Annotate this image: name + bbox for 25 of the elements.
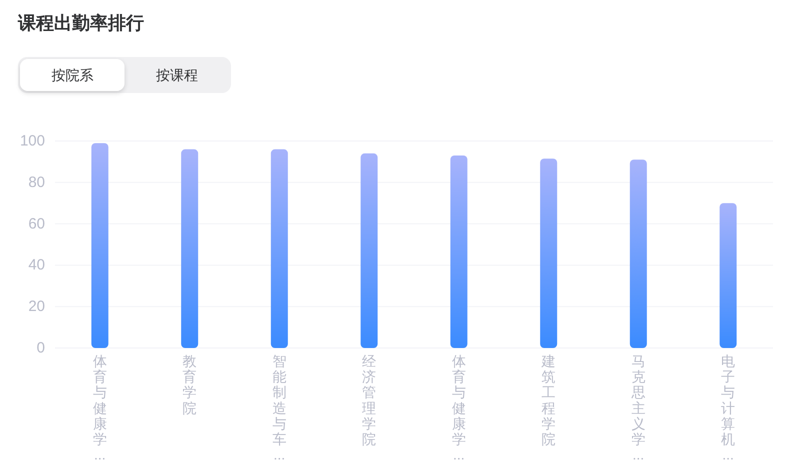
bar: [630, 160, 647, 348]
bar: [360, 153, 378, 348]
tab-label: 按课程: [156, 67, 198, 83]
x-tick-label: 电子与计算机...: [721, 353, 736, 463]
y-tick-label: 40: [28, 256, 45, 274]
x-tick-label: 马克思主义学...: [630, 353, 646, 463]
y-tick-label: 100: [20, 132, 45, 150]
x-tick-label: 经济管理学院: [362, 353, 376, 447]
bar: [540, 158, 558, 348]
bar: [181, 149, 198, 348]
y-tick-label: 80: [28, 174, 45, 191]
chart-title: 课程出勤率排行: [17, 13, 144, 33]
bar: [720, 203, 737, 348]
tab-selected: 按院系: [20, 59, 124, 91]
x-tick-label: 体育与健康学...: [452, 353, 466, 463]
bar: [450, 155, 468, 348]
bar: [91, 143, 108, 348]
x-tick-label: 教育学院: [182, 353, 197, 416]
y-tick-label: 20: [28, 298, 45, 316]
x-tick-label: 体育与健康学...: [92, 353, 107, 463]
y-tick-label: 0: [36, 340, 45, 356]
x-tick-label: 智能制造与车...: [272, 353, 286, 463]
y-tick-label: 60: [28, 215, 45, 232]
bar: [270, 149, 288, 348]
x-tick-label: 建筑工程学院: [540, 353, 556, 447]
